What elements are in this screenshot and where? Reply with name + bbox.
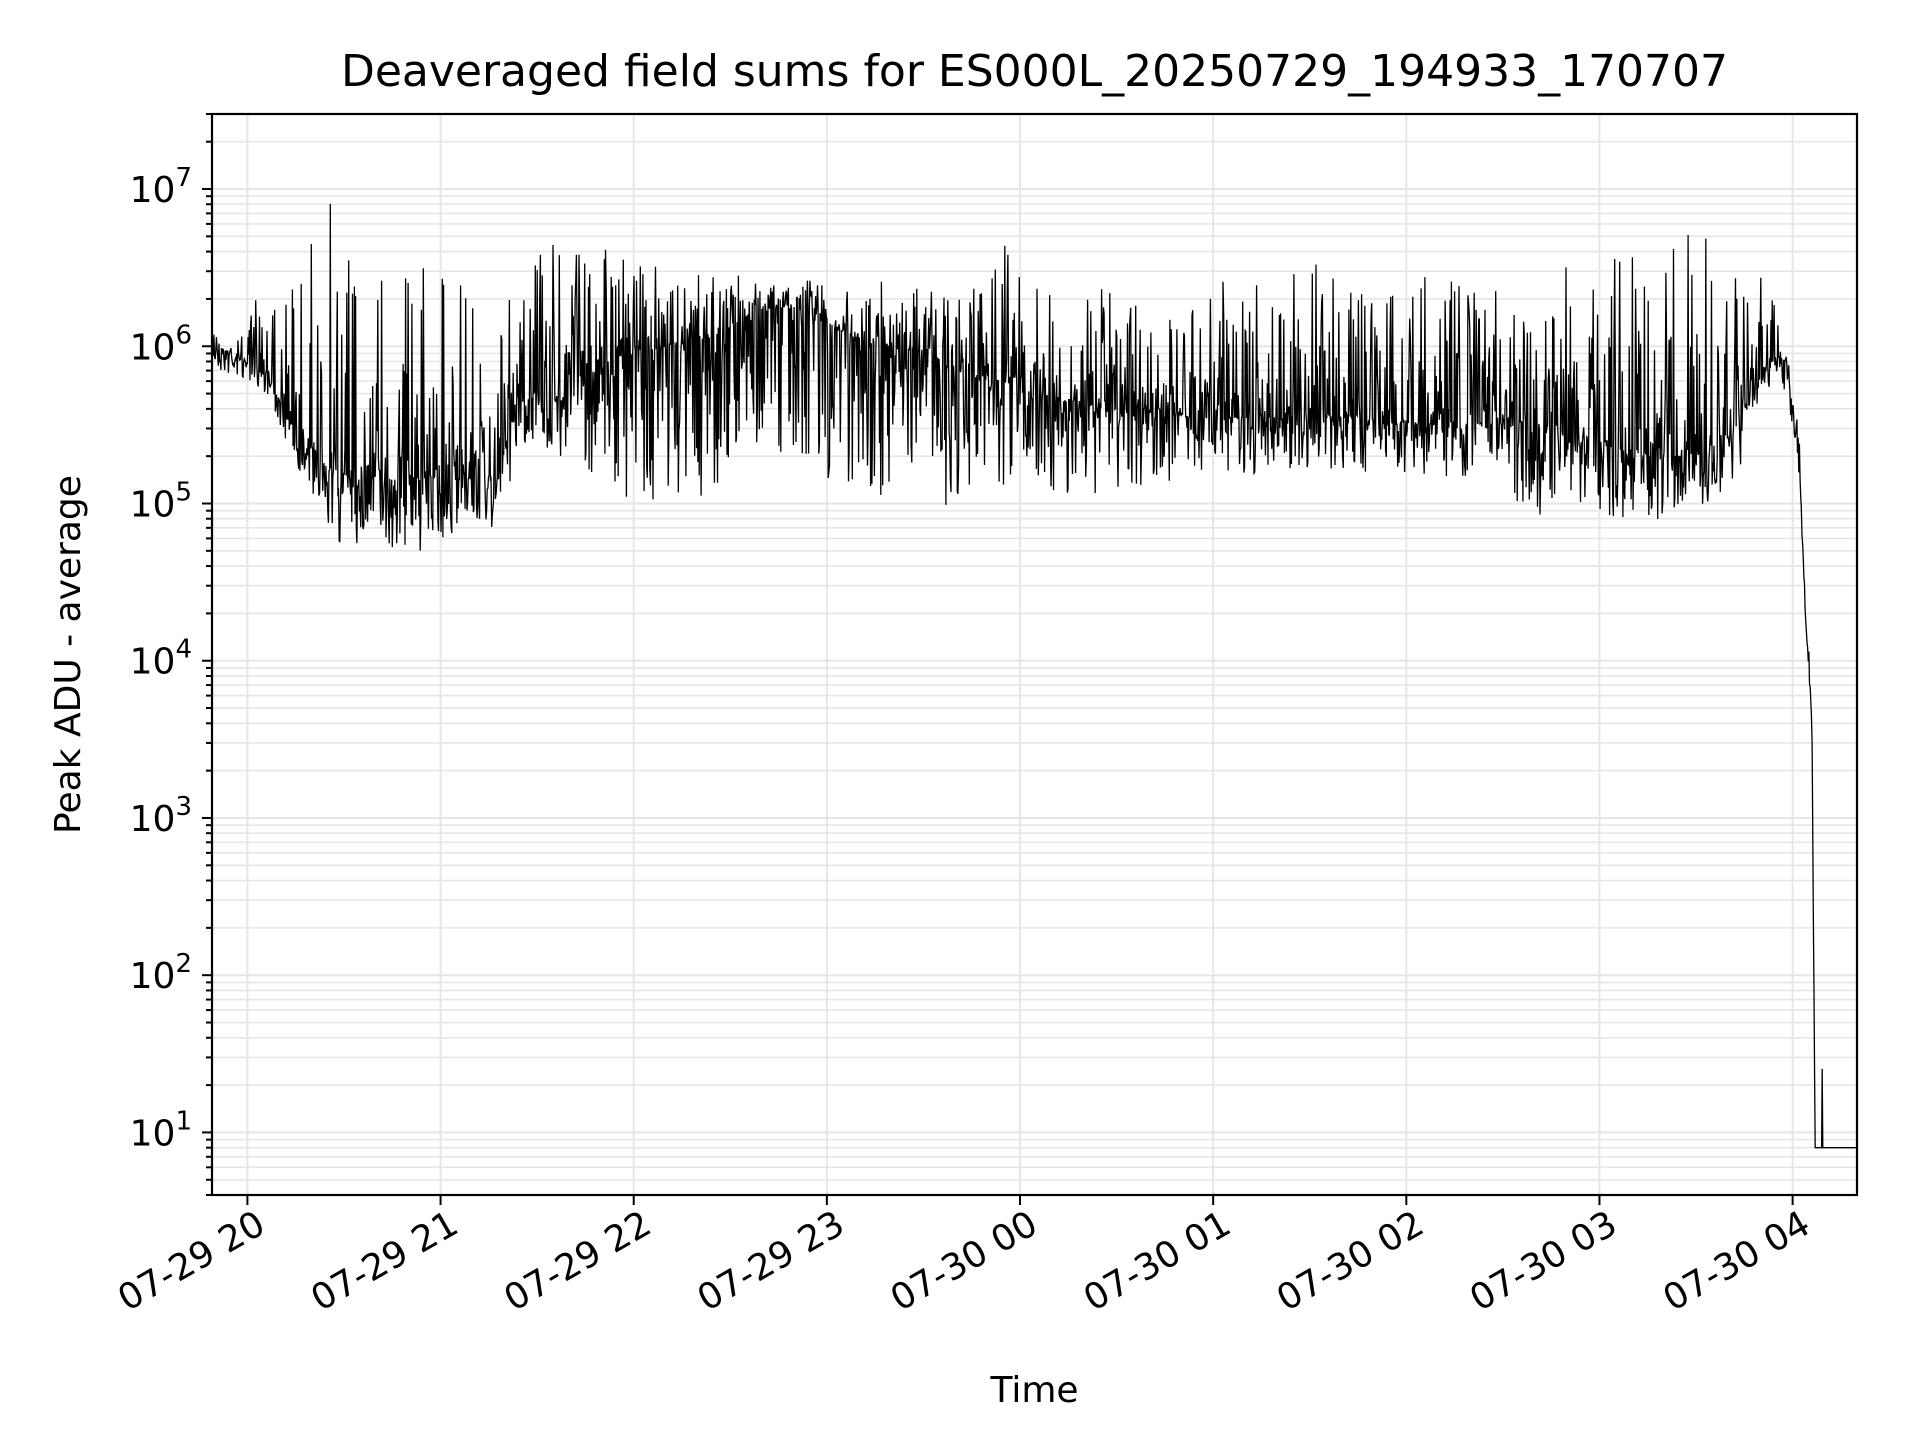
y-tick-label: 107 [130,163,192,211]
y-axis-label: Peak ADU - average [48,475,89,834]
y-tick-label: 102 [130,949,192,997]
y-tick-label: 106 [130,320,192,368]
y-tick-label: 104 [130,635,192,683]
y-tick-label: 105 [130,477,192,525]
y-axis: 101 102 103 104 105 106 107 [130,113,212,1196]
y-tick-label: 101 [130,1106,192,1154]
series-line [211,203,1857,1149]
series [211,203,1857,1149]
y-tick-label: 103 [130,792,192,840]
plot-frame [210,112,1859,1197]
chart-title: Deaveraged field sums for ES000L_2025072… [341,46,1728,97]
x-axis-label: Time [989,1370,1078,1411]
